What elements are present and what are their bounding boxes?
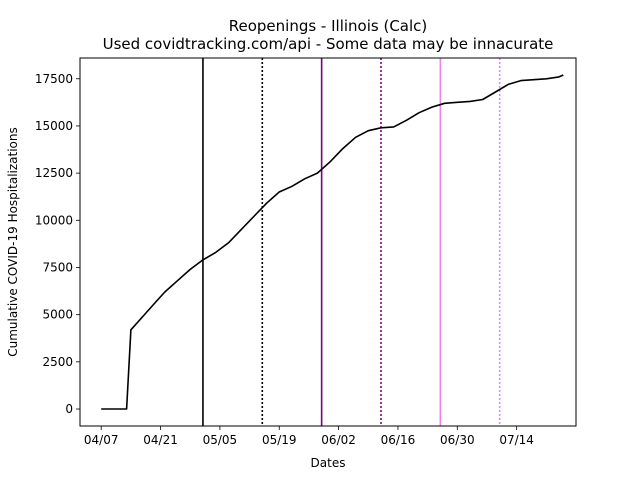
x-tick-label-8: 07/14	[499, 433, 534, 447]
y-tick-label-3: 5000	[42, 308, 73, 322]
y-tick-label-5: 10000	[35, 213, 73, 227]
x-tick-label-1: 04/07	[84, 433, 119, 447]
x-tick-label-7: 06/30	[440, 433, 475, 447]
y-tick-label-8: 17500	[35, 72, 73, 86]
y-tick-label-6: 12500	[35, 166, 73, 180]
series-line-1	[101, 74, 564, 410]
y-tick-label-7: 15000	[35, 119, 73, 133]
chart-subtitle: Used covidtracking.com/api - Some data m…	[103, 35, 554, 53]
plot-area: 04/07 04/21 05/05 05/19 06/02 06/16 06/30 07/14…	[35, 57, 577, 447]
x-tick-label-2: 04/21	[143, 433, 178, 447]
x-tick-label-3: 05/05	[203, 433, 238, 447]
x-axis-label: Dates	[311, 456, 346, 470]
y-tick-label-2: 2500	[42, 355, 73, 369]
x-tick-label-5: 06/02	[321, 433, 356, 447]
x-tick-label-4: 05/19	[262, 433, 297, 447]
x-tick-label-6: 06/16	[381, 433, 416, 447]
y-axis-label: Cumulative COVID-19 Hospitalizations	[6, 127, 20, 357]
y-tick-label-1: 0	[65, 402, 73, 416]
y-tick-label-4: 7500	[42, 260, 73, 274]
chart-title: Reopenings - Illinois (Calc)	[229, 17, 428, 35]
axes-frame	[79, 57, 577, 427]
